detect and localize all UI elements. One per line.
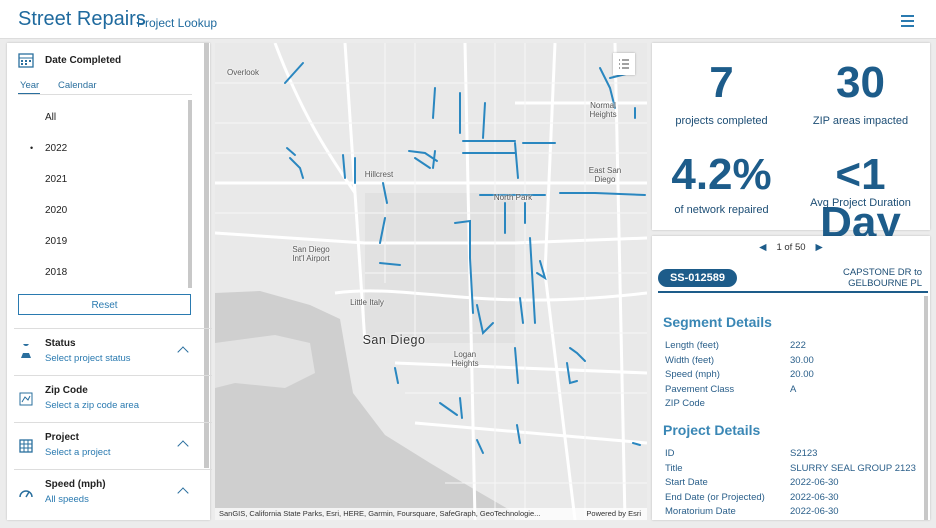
tab[interactable]: Calendar — [58, 80, 97, 91]
powered-by[interactable]: Powered by Esri — [586, 509, 641, 518]
filter-icon — [18, 391, 34, 412]
expand-icon[interactable] — [177, 487, 189, 499]
map-label: Overlook — [226, 68, 260, 77]
details-panel: ◀ 1 of 50 ▶ SS-012589 CAPSTONE DR to GELBO… — [652, 236, 930, 520]
field-label: Width (feet) — [665, 354, 715, 366]
filter-title[interactable]: Project — [45, 432, 79, 443]
tab-underline — [18, 93, 40, 95]
map-label: Hillcrest — [364, 170, 394, 179]
pager: ◀ 1 of 50 ▶ — [652, 242, 930, 253]
field-value: 2022-06-30 — [790, 506, 839, 518]
scrollbar — [924, 296, 928, 520]
pager-text: 1 of 50 — [776, 242, 806, 253]
calendar-icon — [18, 53, 34, 68]
field-label: Length (feet) — [665, 340, 719, 351]
divider — [658, 291, 928, 293]
year-option[interactable]: 2019 — [45, 236, 68, 247]
field-value: 20.00 — [790, 369, 814, 381]
field-value: 2022-06-30 — [790, 477, 839, 489]
island — [215, 335, 315, 388]
field-label: ID — [665, 448, 675, 459]
map-label: East San Diego — [588, 166, 622, 184]
field-value: 2022-06-30 — [790, 491, 839, 503]
field-label: ZIP Code — [665, 398, 705, 410]
stat-label: ZIP areas impacted — [812, 115, 909, 127]
field-label: Title — [665, 462, 683, 474]
field-value: 30.00 — [790, 354, 814, 366]
separator — [14, 375, 212, 376]
field-value: S2123 — [790, 448, 818, 459]
section-title: Segment Details — [663, 314, 772, 330]
stat-label: Avg Project Duration — [810, 197, 911, 209]
filter-hint: Select a project — [45, 447, 111, 458]
filter-hint: Select a zip code area — [45, 400, 140, 411]
section-title: Project Details — [663, 422, 761, 438]
year-option[interactable]: 2020 — [45, 205, 68, 216]
stats-panel: 7 projects completed 30 ZIP areas impacted 4… — [652, 43, 930, 247]
attribution-bar: SanGIS, California State Parks, Esri, HE… — [215, 508, 647, 520]
next-button[interactable]: ▶ — [815, 242, 823, 253]
scrollbar — [204, 43, 209, 468]
filter-title[interactable]: Status — [45, 338, 76, 349]
stat-value: 30 — [836, 58, 885, 107]
expand-icon[interactable] — [177, 346, 189, 358]
map-label: Little Italy — [350, 298, 384, 307]
year-option[interactable]: 2021 — [45, 174, 68, 185]
field-label: Moratorium Date — [665, 506, 736, 518]
map-label: San Diego Int'l Airport — [292, 245, 330, 263]
filter-hint: All speeds — [45, 494, 89, 505]
menu-icon[interactable] — [901, 20, 914, 22]
menu-icon[interactable] — [901, 25, 914, 27]
park — [365, 193, 515, 343]
filter-title[interactable]: Zip Code — [45, 385, 88, 396]
map[interactable]: Overlook Normal Heights Hillcrest East San … — [215, 43, 647, 520]
field-label: End Date (or Projected) — [665, 491, 765, 503]
year-option[interactable]: 2022 — [30, 143, 67, 154]
filter-panel: Date Completed Year Calendar All 2022 2021 2… — [7, 43, 212, 520]
stat-label: of network repaired — [674, 204, 769, 216]
expand-icon[interactable] — [177, 440, 189, 452]
map-label: San Diego — [362, 333, 426, 347]
prev-button[interactable]: ◀ — [759, 242, 767, 253]
legend-button[interactable] — [613, 53, 635, 75]
map-canvas — [215, 43, 647, 520]
filter-hint: Select project status — [45, 353, 131, 364]
tab-divider — [18, 94, 192, 95]
filter-icon — [18, 438, 34, 459]
year-option[interactable]: All — [45, 112, 57, 123]
field-label: Start Date — [665, 477, 708, 489]
separator — [14, 469, 212, 470]
field-value: A — [790, 383, 797, 395]
repair-segments — [284, 62, 646, 454]
streets — [215, 43, 647, 520]
year-option[interactable]: 2018 — [45, 267, 68, 278]
map-label: Normal Heights — [589, 101, 617, 119]
scrollbar — [188, 100, 192, 288]
app-subtitle: Project Lookup — [137, 16, 218, 30]
field-value: SLURRY SEAL GROUP 2123 — [790, 462, 916, 474]
header: Street Repairs Project Lookup — [0, 0, 936, 39]
separator — [14, 328, 212, 329]
segment-location: CAPSTONE DR to GELBOURNE PL — [842, 267, 922, 289]
app-title: Street Repairs — [18, 8, 146, 30]
attribution: SanGIS, California State Parks, Esri, HE… — [219, 509, 541, 518]
stat-value: 4.2% — [671, 150, 772, 199]
field-label: Speed (mph) — [665, 369, 720, 381]
menu-icon[interactable] — [901, 15, 914, 17]
map-label: North Park — [493, 193, 533, 202]
field-label: Pavement Class — [665, 383, 735, 395]
tab[interactable]: Year — [20, 80, 40, 91]
segment-id: SS-012589 — [658, 269, 737, 287]
field-value: 222 — [790, 340, 806, 351]
map-label: Logan Heights — [451, 350, 479, 368]
filter-title[interactable]: Speed (mph) — [45, 479, 106, 490]
filter-icon — [18, 485, 34, 506]
stat-value: 7 — [709, 58, 734, 107]
reset-button[interactable]: Reset — [18, 294, 191, 315]
stat-label: projects completed — [675, 115, 768, 127]
separator — [14, 422, 212, 423]
date-title: Date Completed — [45, 55, 122, 66]
filter-icon — [18, 340, 34, 365]
